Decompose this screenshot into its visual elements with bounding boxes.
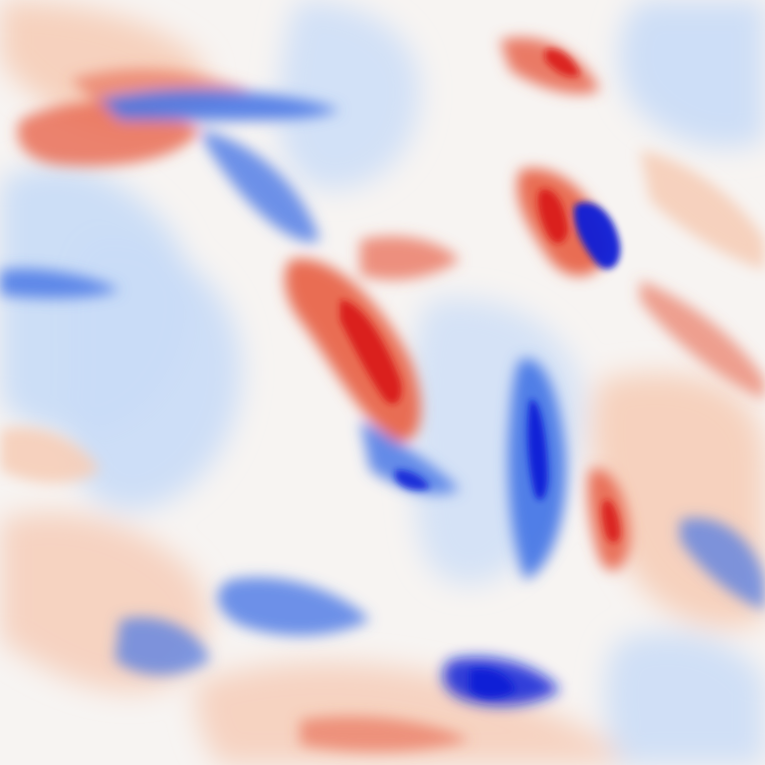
red-core-top-right [545,49,580,77]
blue-filament-center-low [360,420,460,494]
blue-region-left-center [68,238,242,511]
red-core-center [340,300,402,404]
blue-patch-bottom-left [115,617,210,675]
blue-region-top-right [619,0,765,148]
red-patch-left [0,427,100,484]
red-band-right-lower [640,280,765,400]
blue-streak-right [680,518,765,610]
red-core-vortex [537,189,568,244]
blue-streak-top [100,89,340,121]
blue-core-center-low [395,469,430,490]
blue-core-center [527,399,548,500]
blue-streak-left [0,268,120,299]
red-streak-bottom [300,716,470,752]
blue-core-vortex [574,202,621,269]
red-core-right [602,499,620,543]
blue-streak-diagonal [200,130,320,242]
red-band-right [640,150,765,270]
sharp-layer [340,49,621,698]
red-streak-top-right [500,37,600,94]
blue-region-top [277,0,420,190]
blue-patch-lower-center [217,577,370,636]
red-filament-center-top [360,236,460,280]
blue-region-bottom-right [605,632,765,765]
blue-core-bottom [470,668,515,698]
